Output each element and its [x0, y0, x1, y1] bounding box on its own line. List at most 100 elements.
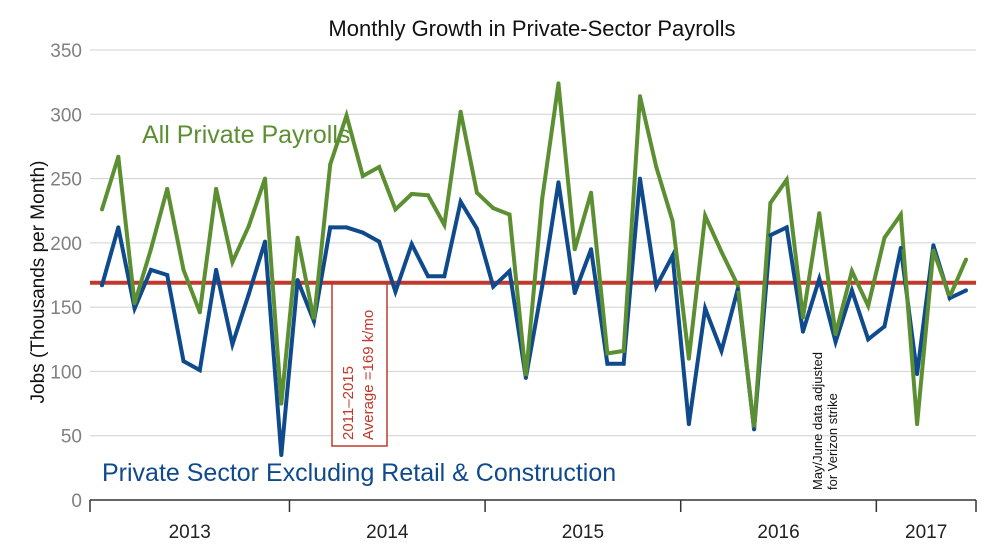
data-point-all-private — [589, 190, 594, 195]
data-point-excluding-retail-construction — [116, 225, 121, 230]
data-point-all-private — [491, 206, 496, 211]
data-point-all-private — [556, 81, 561, 86]
data-point-all-private — [377, 165, 382, 169]
y-tick-label: 100 — [50, 362, 82, 383]
data-point-excluding-retail-construction — [621, 361, 626, 366]
x-axis: 2013 2014 2015 2016 2017 — [89, 499, 977, 543]
data-point-all-private — [719, 249, 724, 254]
data-point-excluding-retail-construction — [817, 276, 822, 281]
data-point-excluding-retail-construction — [800, 329, 805, 334]
data-point-all-private — [686, 356, 691, 361]
x-year-label: 2015 — [562, 522, 604, 543]
data-point-excluding-retail-construction — [540, 284, 545, 289]
data-point-excluding-retail-construction — [589, 247, 594, 252]
data-point-all-private — [964, 257, 968, 262]
data-point-all-private — [148, 247, 153, 252]
data-point-all-private — [866, 303, 871, 308]
average-label-frame — [331, 283, 388, 447]
data-point-all-private — [328, 162, 333, 167]
series-line-all-private — [100, 83, 968, 430]
series-line-excluding-retail-construction — [100, 178, 967, 456]
data-point-all-private — [279, 401, 284, 406]
verizon-note-line2: for Verizon strike — [825, 393, 840, 490]
data-point-all-private — [246, 224, 251, 229]
data-point-excluding-retail-construction — [393, 289, 398, 294]
data-point-excluding-retail-construction — [360, 230, 365, 235]
data-point-excluding-retail-construction — [377, 239, 382, 244]
data-point-all-private — [100, 207, 104, 212]
data-point-excluding-retail-construction — [295, 278, 300, 283]
data-point-excluding-retail-construction — [491, 284, 496, 289]
data-point-excluding-retail-construction — [197, 368, 202, 373]
data-point-excluding-retail-construction — [719, 348, 724, 353]
data-point-excluding-retail-construction — [279, 453, 284, 457]
data-point-all-private — [735, 283, 740, 288]
data-point-excluding-retail-construction — [246, 292, 251, 297]
data-point-all-private — [817, 211, 822, 216]
data-point-excluding-retail-construction — [523, 375, 528, 380]
data-point-all-private — [344, 113, 349, 118]
data-point-excluding-retail-construction — [882, 324, 887, 329]
data-point-excluding-retail-construction — [426, 274, 431, 279]
series-label-all-private: All Private Payrolls — [142, 121, 350, 149]
x-year-label: 2013 — [169, 522, 211, 543]
y-tick-label: 200 — [50, 234, 82, 255]
data-point-excluding-retail-construction — [132, 306, 137, 311]
data-points — [100, 81, 968, 457]
data-point-excluding-retail-construction — [637, 176, 642, 181]
data-point-excluding-retail-construction — [474, 226, 479, 231]
data-point-all-private — [882, 235, 887, 240]
y-tick-label: 150 — [50, 298, 82, 319]
data-point-all-private — [165, 186, 170, 191]
y-tick-label: 350 — [50, 41, 82, 62]
data-point-excluding-retail-construction — [263, 239, 268, 244]
chart-title: Monthly Growth in Private-Sector Payroll… — [328, 16, 735, 41]
data-point-excluding-retail-construction — [409, 242, 414, 247]
data-point-excluding-retail-construction — [703, 306, 708, 311]
data-point-all-private — [898, 212, 903, 217]
data-point-excluding-retail-construction — [768, 233, 773, 238]
data-point-excluding-retail-construction — [442, 274, 447, 279]
data-point-all-private — [360, 174, 365, 178]
data-point-excluding-retail-construction — [100, 283, 104, 288]
data-point-all-private — [540, 197, 545, 202]
data-point-excluding-retail-construction — [344, 225, 349, 230]
data-point-all-private — [474, 190, 479, 195]
x-year-label: 2014 — [366, 522, 409, 543]
data-point-all-private — [621, 348, 626, 353]
data-point-excluding-retail-construction — [556, 180, 561, 185]
data-point-excluding-retail-construction — [148, 267, 153, 272]
data-point-all-private — [800, 315, 805, 320]
data-point-all-private — [931, 248, 936, 253]
x-year-label: 2016 — [757, 522, 799, 543]
data-point-excluding-retail-construction — [833, 339, 838, 344]
data-point-all-private — [426, 193, 431, 198]
data-point-all-private — [295, 235, 300, 240]
data-point-all-private — [116, 154, 121, 159]
average-label-box: 2011–2015 Average =169 k/mo — [331, 283, 388, 447]
data-point-all-private — [409, 192, 414, 196]
data-point-all-private — [132, 301, 137, 306]
data-point-excluding-retail-construction — [507, 269, 512, 274]
data-point-excluding-retail-construction — [670, 253, 675, 258]
data-point-excluding-retail-construction — [931, 243, 936, 248]
y-tick-label: 50 — [61, 427, 82, 448]
data-point-excluding-retail-construction — [214, 267, 219, 272]
data-point-excluding-retail-construction — [915, 372, 920, 376]
x-year-label: 2017 — [905, 522, 947, 543]
data-point-all-private — [637, 94, 642, 99]
data-point-all-private — [915, 422, 920, 427]
data-point-excluding-retail-construction — [230, 342, 235, 347]
data-point-excluding-retail-construction — [898, 246, 903, 250]
data-point-all-private — [605, 351, 610, 356]
data-point-all-private — [214, 186, 219, 191]
data-point-all-private — [230, 260, 235, 265]
data-point-excluding-retail-construction — [686, 422, 691, 427]
data-point-excluding-retail-construction — [311, 319, 316, 324]
data-point-excluding-retail-construction — [784, 225, 789, 230]
data-point-all-private — [458, 109, 463, 114]
data-point-all-private — [768, 201, 773, 205]
data-point-excluding-retail-construction — [165, 273, 170, 277]
data-point-all-private — [670, 219, 675, 223]
